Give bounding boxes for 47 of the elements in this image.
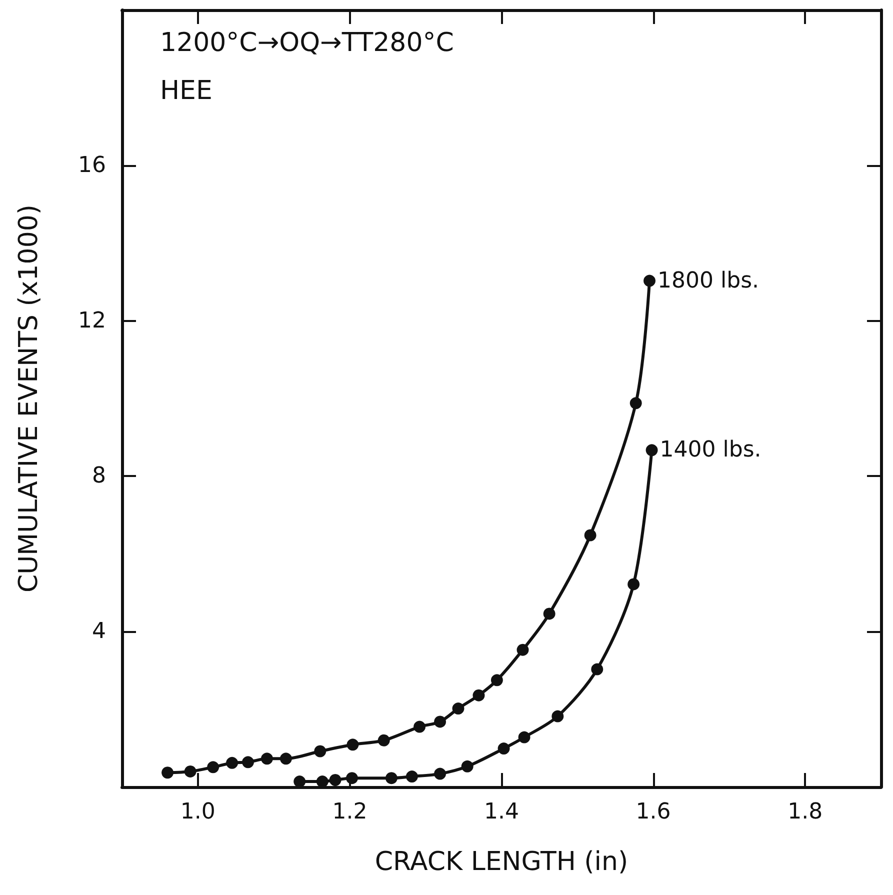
point (646, 444, 658, 456)
point (280, 752, 292, 765)
point (314, 745, 326, 758)
point (378, 734, 390, 746)
point (406, 770, 418, 783)
point (226, 756, 238, 769)
point (628, 578, 640, 590)
point (434, 716, 446, 728)
x-tick-label: 1.4 (484, 800, 519, 824)
point (490, 674, 503, 686)
point (414, 720, 426, 733)
point (385, 772, 398, 784)
point (552, 710, 564, 722)
point (584, 529, 596, 542)
y-axis-title: CUMULATIVE EVENTS (x1000) (14, 204, 44, 593)
point (472, 689, 485, 702)
point (260, 752, 273, 765)
x-tick-label: 1.8 (788, 800, 823, 824)
point (591, 663, 604, 676)
point (207, 761, 220, 774)
annotation: 1200°C→OQ→TT280°C (160, 28, 454, 58)
x-axis-title: CRACK LENGTH (in) (374, 847, 628, 877)
y-tick-label: 8 (92, 464, 106, 489)
point (434, 768, 446, 780)
x-tick-label: 1.2 (332, 800, 368, 824)
series-label: 1400 lbs. (660, 438, 762, 463)
point (498, 742, 510, 755)
y-tick-label: 16 (78, 152, 106, 178)
point (452, 702, 464, 715)
point (644, 274, 656, 287)
point (162, 766, 174, 779)
point (329, 774, 342, 786)
point (630, 397, 642, 410)
x-tick-label: 1.6 (636, 800, 671, 824)
point (461, 760, 474, 772)
point (516, 644, 529, 656)
point (242, 756, 254, 768)
point (518, 731, 530, 744)
point (543, 608, 556, 620)
point (184, 765, 196, 778)
annotation: HEE (160, 76, 212, 106)
x-tick-label: 1.0 (180, 800, 216, 824)
point (346, 738, 359, 751)
series-label: 1800 lbs. (658, 268, 760, 294)
y-tick-label: 4 (92, 619, 106, 644)
point (346, 772, 358, 784)
y-tick-label: 12 (78, 308, 106, 334)
